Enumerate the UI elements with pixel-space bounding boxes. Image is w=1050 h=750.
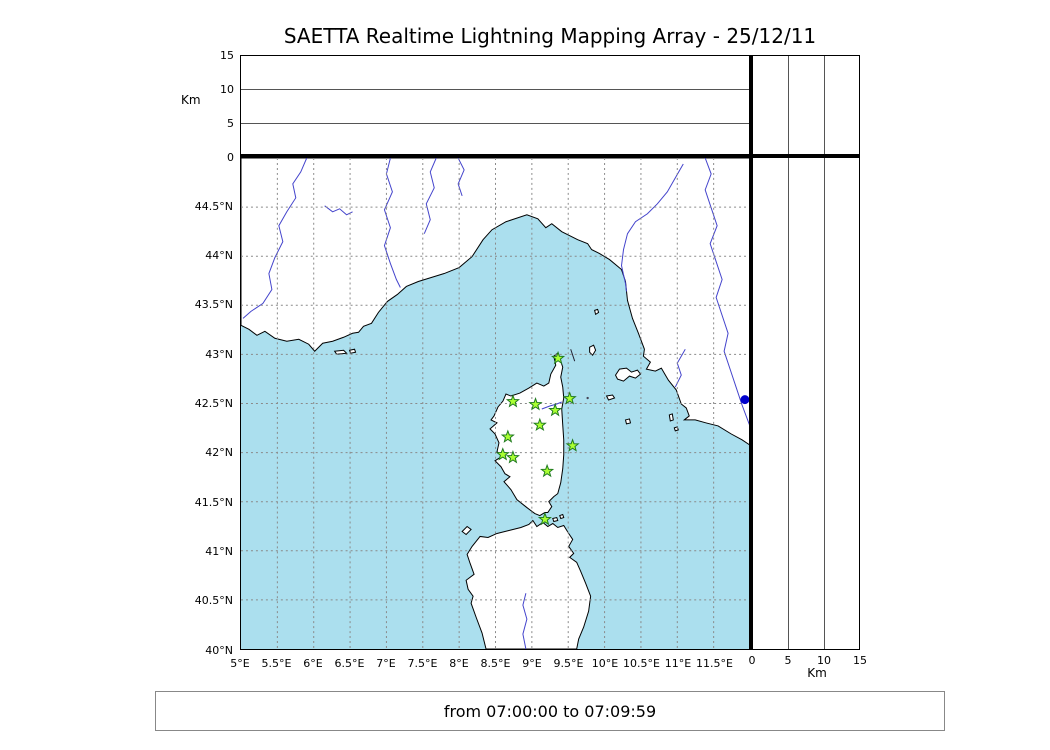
island-maddalena-1 [552, 516, 559, 523]
island-maddalena-2 [559, 513, 565, 520]
lon-tick-label: 10.5°E [623, 657, 660, 670]
river-sardinia [522, 593, 528, 649]
altitude-gridline [824, 56, 825, 156]
lma-station-marker [540, 463, 555, 478]
corner-panel [752, 55, 860, 157]
island-gorgona [594, 308, 600, 316]
lon-tick-label: 8°E [449, 657, 469, 670]
sardinia-coastline [465, 519, 592, 649]
islet-mark [586, 396, 589, 400]
lat-tick-label: 40.5°N [194, 594, 233, 608]
lat-tick-label: 44.5°N [194, 199, 233, 213]
altitude-gridline [788, 56, 789, 156]
lma-station-marker [528, 397, 543, 411]
station-markers [495, 350, 580, 526]
lake-marker [740, 395, 750, 405]
lma-station-marker [548, 402, 563, 417]
lon-tick-label: 5.5°E [261, 657, 292, 670]
lat-tick-label: 42.5°N [194, 397, 233, 410]
time-range-text: from 07:00:00 to 07:09:59 [443, 701, 657, 721]
alt-tick-label-right: 5 [784, 654, 792, 667]
lma-station-marker [562, 391, 577, 405]
island-capraia [589, 344, 597, 356]
river-piedmont [423, 158, 437, 234]
lma-station-marker [532, 417, 547, 432]
island-asinara [461, 525, 472, 536]
lon-tick-label: 9.5°E [553, 657, 584, 670]
river-var [383, 158, 401, 288]
lat-tick-label: 43°N [205, 347, 233, 361]
lon-tick-label: 7.5°E [407, 657, 438, 670]
lat-tick-label: 44°N [205, 249, 233, 263]
lon-tick-label: 7°E [376, 657, 396, 670]
lon-tick-label: 11°E [664, 657, 692, 670]
top-altitude-panel [240, 55, 752, 157]
lma-station-marker [495, 447, 510, 461]
mainland-coastline [241, 158, 751, 447]
chart-title: SAETTA Realtime Lightning Mapping Array … [283, 24, 817, 48]
river-golo [541, 401, 562, 410]
right-altitude-panel [752, 157, 860, 650]
island-montecristo [624, 418, 632, 425]
island-giglio [668, 413, 674, 422]
map-gridlines [241, 158, 751, 649]
island-hyeres-1 [333, 349, 348, 355]
altitude-gridline [241, 123, 751, 124]
lon-tick-label: 8.5°E [480, 657, 511, 670]
km-axis-label-top: Km [181, 93, 201, 107]
river-tiber [704, 158, 751, 430]
lat-tick-label: 41°N [205, 544, 233, 558]
river-durance [242, 158, 308, 319]
lon-tick-label: 6°E [303, 657, 323, 670]
lma-station-marker [505, 450, 520, 464]
lon-tick-label: 5°E [230, 657, 250, 670]
map-plan-view [241, 158, 751, 649]
lon-tick-label: 6.5°E [334, 657, 365, 670]
river-po-stream [457, 158, 465, 197]
lat-tick-label: 42°N [205, 446, 233, 460]
lake-marker-group [740, 395, 750, 405]
alt-tick-label-top: 5 [227, 116, 234, 130]
lat-tick-label: 41.5°N [194, 495, 233, 509]
map-panel [240, 157, 752, 650]
altitude-gridline [788, 158, 789, 649]
lma-station-marker [551, 350, 566, 365]
lma-station-marker [537, 511, 552, 526]
alt-tick-label-top: 15 [220, 48, 234, 62]
altitude-gridline [241, 89, 751, 90]
alt-tick-label-right: 10 [817, 654, 831, 667]
alt-tick-label-right: 15 [853, 654, 867, 667]
thick-separator-vertical [749, 55, 752, 650]
lat-tick-label: 40°N [205, 643, 233, 657]
lma-station-marker [500, 429, 515, 443]
river-tributary [324, 205, 353, 216]
rock-marks [570, 349, 589, 400]
lma-station-marker [565, 438, 580, 452]
islet-giraglia [570, 349, 576, 362]
lon-tick-label: 11.5°E [696, 657, 733, 670]
rivers [242, 158, 751, 649]
river-ombrone [674, 348, 686, 388]
alt-tick-label-right: 0 [748, 654, 756, 667]
alt-tick-label-top: 0 [227, 150, 234, 164]
thick-separator-horizontal [240, 154, 860, 157]
altitude-gridline [824, 158, 825, 649]
lat-tick-label: 43.5°N [194, 298, 233, 312]
island-pianosa [605, 394, 616, 401]
alt-tick-label-top: 10 [220, 82, 234, 96]
lma-station-marker [505, 394, 520, 408]
lon-tick-label: 9°E [522, 657, 542, 670]
km-axis-label-right: Km [807, 666, 827, 680]
time-range-box: from 07:00:00 to 07:09:59 [155, 691, 945, 731]
island-elba [614, 367, 642, 382]
river-arno [621, 163, 684, 292]
lon-tick-label: 10°E [591, 657, 619, 670]
